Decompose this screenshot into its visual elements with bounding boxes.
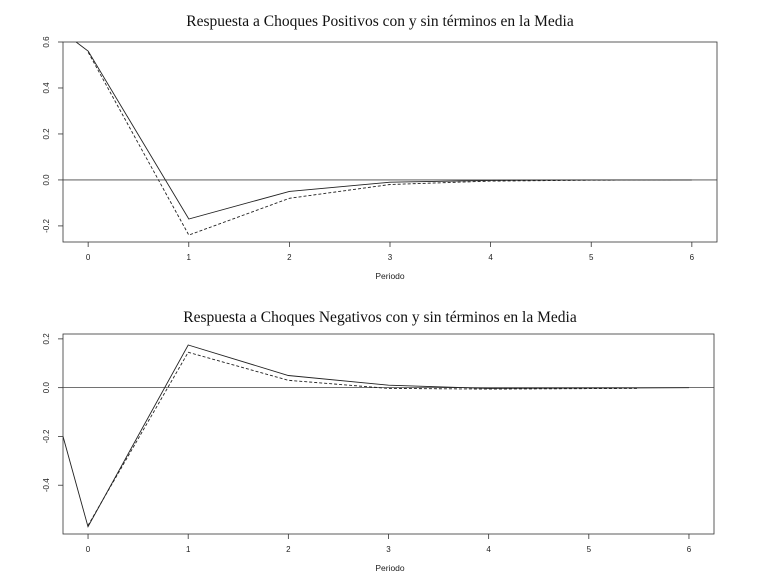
chart-title: Respuesta a Choques Positivos con y sin … (186, 13, 574, 30)
series-line-dashed (87, 52, 672, 236)
y-tick-label: 0.4 (42, 82, 51, 94)
plot-frame (62, 333, 715, 535)
series-line-solid (63, 344, 690, 528)
x-tick-label: 6 (687, 545, 692, 554)
y-tick-label: -0.4 (42, 478, 51, 492)
x-tick-label: 3 (388, 253, 393, 262)
x-tick-label: 6 (690, 253, 695, 262)
y-tick-label: 0.2 (42, 333, 51, 345)
y-tick-label: 0.6 (42, 36, 51, 48)
x-tick-label: 2 (286, 545, 291, 554)
x-tick-label: 2 (287, 253, 292, 262)
x-axis-label: Periodo (375, 563, 405, 573)
y-tick-label: -0.2 (42, 218, 51, 232)
x-tick-label: 0 (86, 253, 91, 262)
plot-frame (62, 41, 718, 243)
x-tick-label: 0 (86, 545, 91, 554)
x-tick-label: 5 (589, 253, 594, 262)
y-tick-label: 0.2 (42, 128, 51, 140)
x-tick-label: 5 (587, 545, 592, 554)
chart-title: Respuesta a Choques Negativos con y sin … (183, 309, 577, 326)
y-tick-label: 0.0 (42, 174, 51, 186)
series-line-solid (75, 42, 692, 220)
x-tick-label: 4 (488, 253, 493, 262)
y-tick-label: -0.2 (42, 429, 51, 443)
chart-panel-negative-shocks: Respuesta a Choques Negativos con y sin … (42, 309, 715, 573)
chart-panel-positive-shocks: Respuesta a Choques Positivos con y sin … (42, 13, 718, 281)
x-axis-label: Periodo (375, 271, 405, 281)
x-tick-label: 1 (186, 545, 191, 554)
x-tick-label: 3 (386, 545, 391, 554)
x-tick-label: 1 (187, 253, 192, 262)
series-line-dashed (87, 351, 639, 526)
x-tick-label: 4 (486, 545, 491, 554)
y-tick-label: 0.0 (42, 382, 51, 394)
